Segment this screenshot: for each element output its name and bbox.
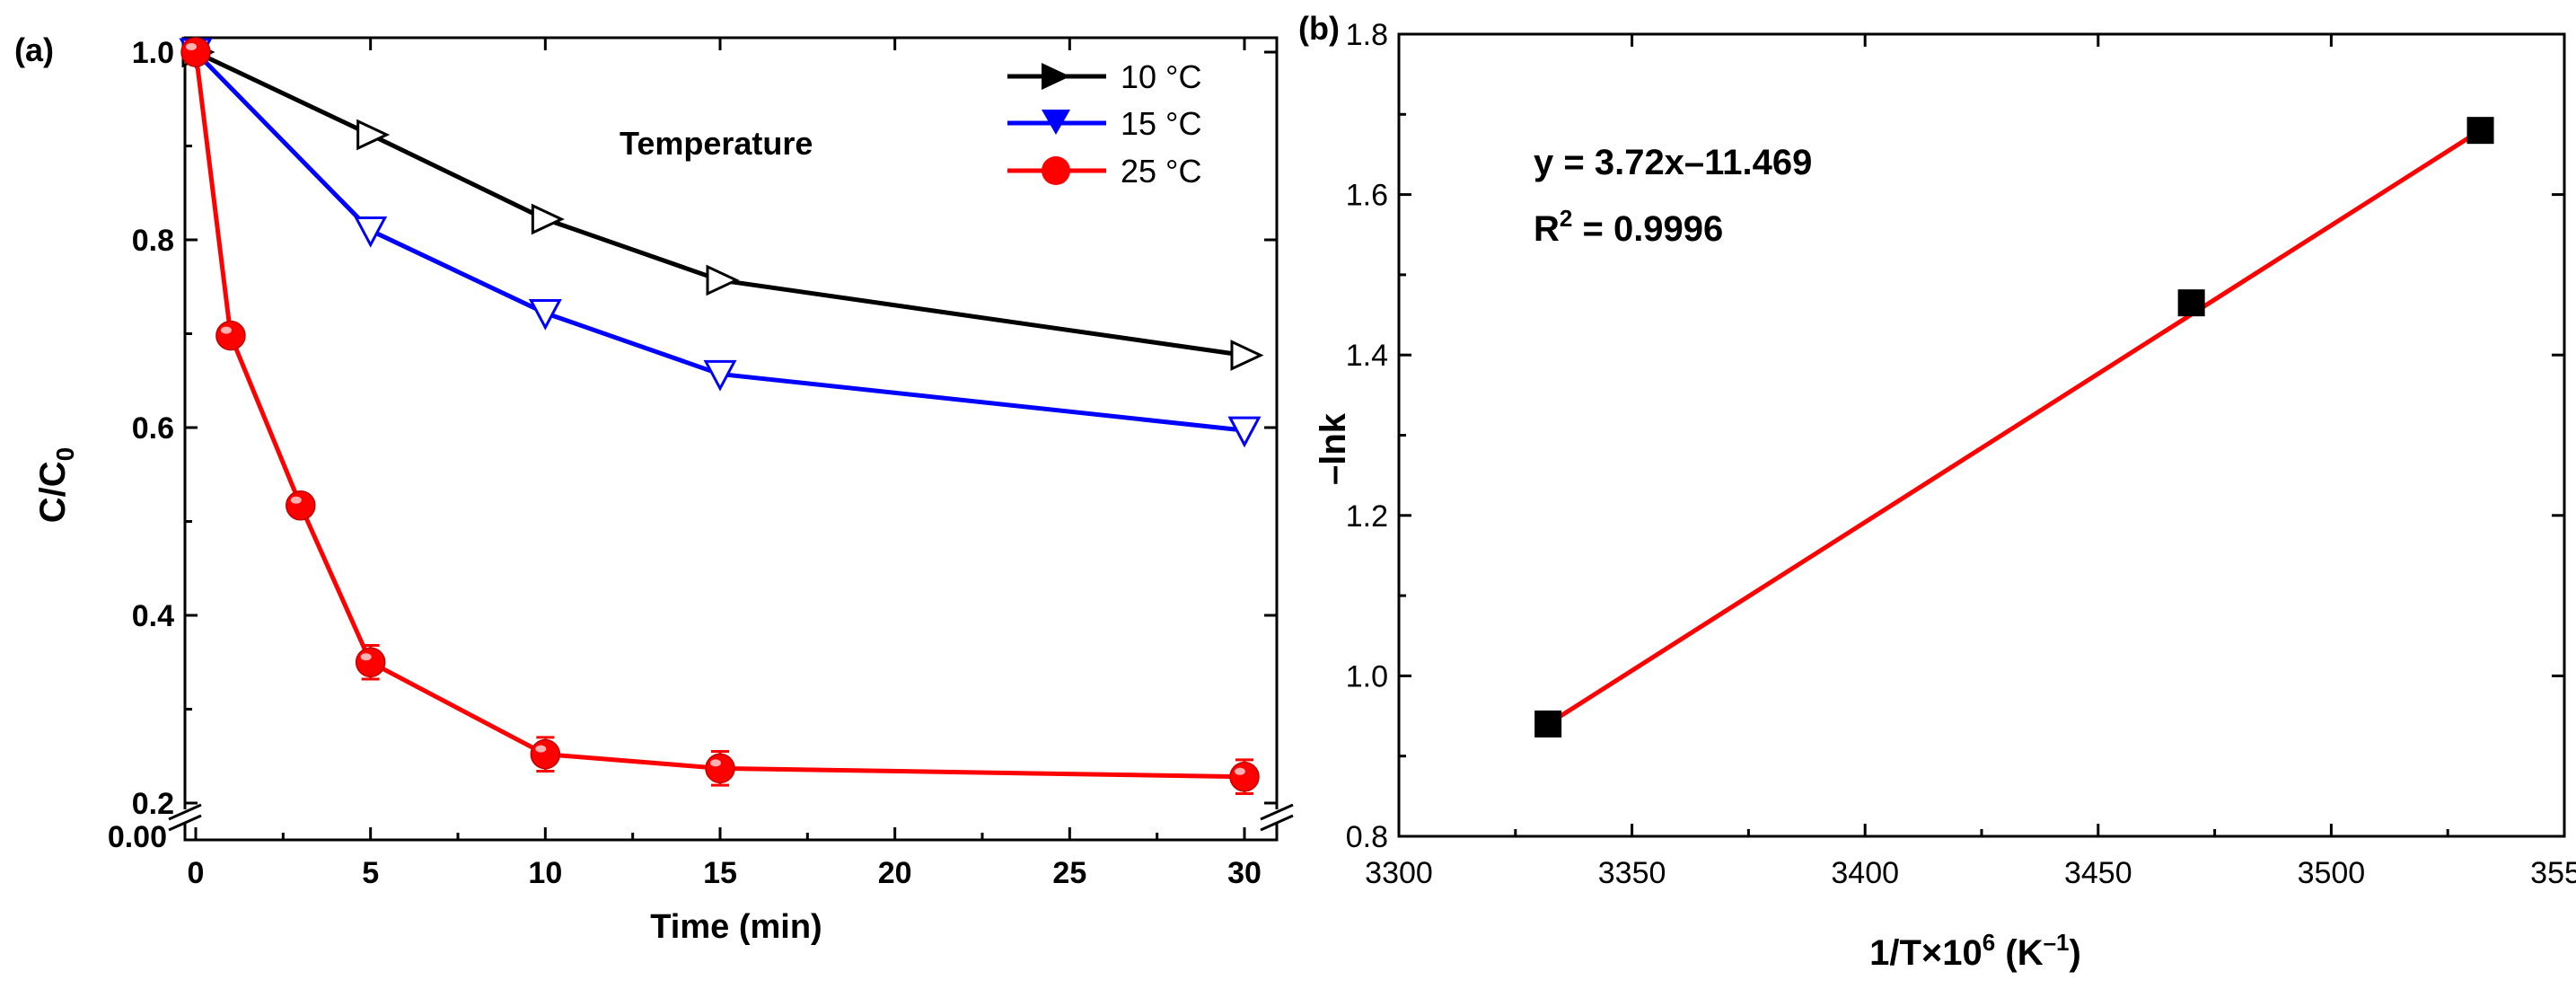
panel-a-y-break-tick-label: 0.00: [108, 820, 167, 854]
panel-a-y-tick-label: 0.2: [132, 787, 174, 821]
panel-a-x-tick-label: 30: [1227, 856, 1262, 890]
series-25c-point: [286, 490, 316, 521]
panel-a-label: (a): [14, 31, 54, 68]
panel-b-y-tick-label: 1.0: [1346, 659, 1388, 693]
series-10c-point: [531, 203, 565, 235]
series-10c-point: [706, 264, 740, 296]
series-15c-point: [354, 216, 388, 248]
panel-b-y-ticks: 0.8 1.0 1.2 1.4 1.6 1.8: [1346, 18, 2564, 854]
panel-a-x-ticks: 0 5 10 15 20 25 30: [188, 38, 1262, 890]
panel-a-y-ticks: 0.2 0.4 0.6 0.8 1.0: [132, 36, 1277, 821]
panel-b-y-axis-title: –lnk: [1314, 412, 1353, 485]
series-10c-point: [1230, 340, 1264, 371]
panel-b-r-squared: R2 = 0.9996: [1534, 205, 1723, 249]
panel-a-right-break-mark-1: [1260, 803, 1294, 821]
panel-b-x-tick-label: 3300: [1365, 856, 1433, 890]
panel-b-y-tick-label: 1.2: [1346, 499, 1388, 534]
legend-15c-label: 15 °C: [1121, 105, 1201, 142]
series-25c-point: [1229, 761, 1260, 792]
panel-a-x-tick-label: 0: [188, 856, 205, 890]
panel-b-label: (b): [1298, 10, 1340, 47]
panel-a-y-tick-label: 1.0: [132, 36, 174, 70]
series-25c-point: [215, 320, 246, 351]
panel-a-x-tick-label: 5: [362, 856, 379, 890]
panel-a-series: [179, 36, 1264, 796]
legend-15c-triangle-down-marker: [1042, 110, 1070, 135]
series-15c-point: [528, 299, 562, 331]
panel-a-x-tick-label: 15: [703, 856, 737, 890]
panel-b-x-tick-label: 3350: [1598, 856, 1666, 890]
panel-b-data-point: [2177, 289, 2205, 317]
series-10c-line: [194, 49, 1245, 358]
panel-a-y-tick-label: 0.8: [132, 224, 174, 258]
legend-25c-label: 25 °C: [1121, 153, 1201, 190]
panel-a-x-tick-label: 25: [1052, 856, 1086, 890]
panel-b-x-tick-label: 3450: [2064, 856, 2132, 890]
series-15c-point: [1227, 416, 1262, 448]
panel-b-fit-line: [1546, 128, 2482, 727]
panel-b-series: [1534, 117, 2494, 737]
panel-b-chart: (b) –lnk 1/T×106 (K–1) 3300 3350 3400 3450 3…: [1298, 10, 2576, 973]
series-15c-point: [703, 359, 737, 392]
series-25c-point: [530, 738, 561, 770]
panel-b-x-axis-title: 1/T×106 (K–1): [1869, 929, 2081, 973]
panel-b-y-tick-label: 1.4: [1346, 339, 1388, 373]
panel-b-y-tick-label: 0.8: [1346, 820, 1388, 854]
series-25c-point: [355, 647, 386, 677]
series-25c-point-highlight: [360, 653, 372, 661]
series-25c-point: [705, 753, 735, 784]
panel-b-data-point: [1534, 710, 1562, 737]
series-25c-point-highlight: [710, 759, 721, 767]
legend-10c-label: 10 °C: [1121, 58, 1201, 95]
panel-b-data-point: [2466, 117, 2494, 145]
series-10c-point: [356, 119, 391, 151]
panel-b-x-tick-label: 3500: [2298, 856, 2366, 890]
legend-25c-circle-marker: [1042, 156, 1070, 185]
panel-a-y-tick-label: 0.4: [132, 599, 174, 633]
panel-a-left-break-mark-2: [168, 814, 202, 832]
series-25c-point-highlight: [535, 745, 547, 753]
legend-10c-triangle-right-marker: [1042, 63, 1070, 90]
panel-a-chart: (a) C/C0 Time (min) 0 5 10 15 20 25 30 0.20.40…: [14, 31, 1294, 946]
panel-a-x-tick-label: 20: [878, 856, 912, 890]
panel-b-y-tick-label: 1.8: [1346, 18, 1388, 52]
series-25c-point-highlight: [186, 43, 197, 50]
panel-a-right-break-mark-2: [1260, 814, 1294, 832]
panel-a-legend: 10 °C 15 °C 25 °C: [1007, 58, 1201, 190]
series-25c-point: [180, 37, 211, 67]
panel-a-x-tick-label: 10: [528, 856, 562, 890]
panel-a-y-tick-label: 0.6: [132, 411, 174, 446]
panel-b-fit-equation: y = 3.72x–11.469: [1534, 143, 1812, 182]
series-25c-point-highlight: [220, 326, 232, 334]
panel-a-x-axis-title: Time (min): [650, 908, 822, 946]
panel-b-y-tick-label: 1.6: [1346, 179, 1388, 213]
panel-a-left-break-mark-1: [168, 803, 202, 821]
panel-a-temperature-annotation: Temperature: [620, 125, 813, 162]
series-25c-point-highlight: [290, 496, 302, 504]
panel-b-x-tick-label: 3400: [1831, 856, 1899, 890]
panel-a-y-axis-title: C/C0: [33, 447, 79, 523]
panel-a-plot-frame: [183, 36, 1279, 842]
series-25c-point-highlight: [1235, 767, 1245, 775]
